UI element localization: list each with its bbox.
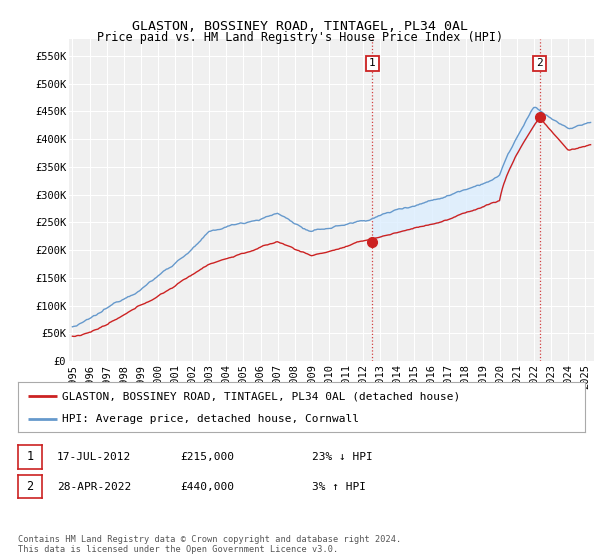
Text: £215,000: £215,000 bbox=[180, 452, 234, 462]
Text: GLASTON, BOSSINEY ROAD, TINTAGEL, PL34 0AL: GLASTON, BOSSINEY ROAD, TINTAGEL, PL34 0… bbox=[132, 20, 468, 33]
Text: 28-APR-2022: 28-APR-2022 bbox=[57, 482, 131, 492]
Text: Price paid vs. HM Land Registry's House Price Index (HPI): Price paid vs. HM Land Registry's House … bbox=[97, 31, 503, 44]
Text: HPI: Average price, detached house, Cornwall: HPI: Average price, detached house, Corn… bbox=[62, 414, 359, 424]
Text: 2: 2 bbox=[536, 58, 543, 68]
Text: Contains HM Land Registry data © Crown copyright and database right 2024.
This d: Contains HM Land Registry data © Crown c… bbox=[18, 535, 401, 554]
Text: GLASTON, BOSSINEY ROAD, TINTAGEL, PL34 0AL (detached house): GLASTON, BOSSINEY ROAD, TINTAGEL, PL34 0… bbox=[62, 391, 460, 401]
Text: £440,000: £440,000 bbox=[180, 482, 234, 492]
Text: 2: 2 bbox=[26, 480, 34, 493]
Text: 3% ↑ HPI: 3% ↑ HPI bbox=[312, 482, 366, 492]
Text: 17-JUL-2012: 17-JUL-2012 bbox=[57, 452, 131, 462]
Text: 1: 1 bbox=[369, 58, 376, 68]
Text: 1: 1 bbox=[26, 450, 34, 464]
Text: 23% ↓ HPI: 23% ↓ HPI bbox=[312, 452, 373, 462]
